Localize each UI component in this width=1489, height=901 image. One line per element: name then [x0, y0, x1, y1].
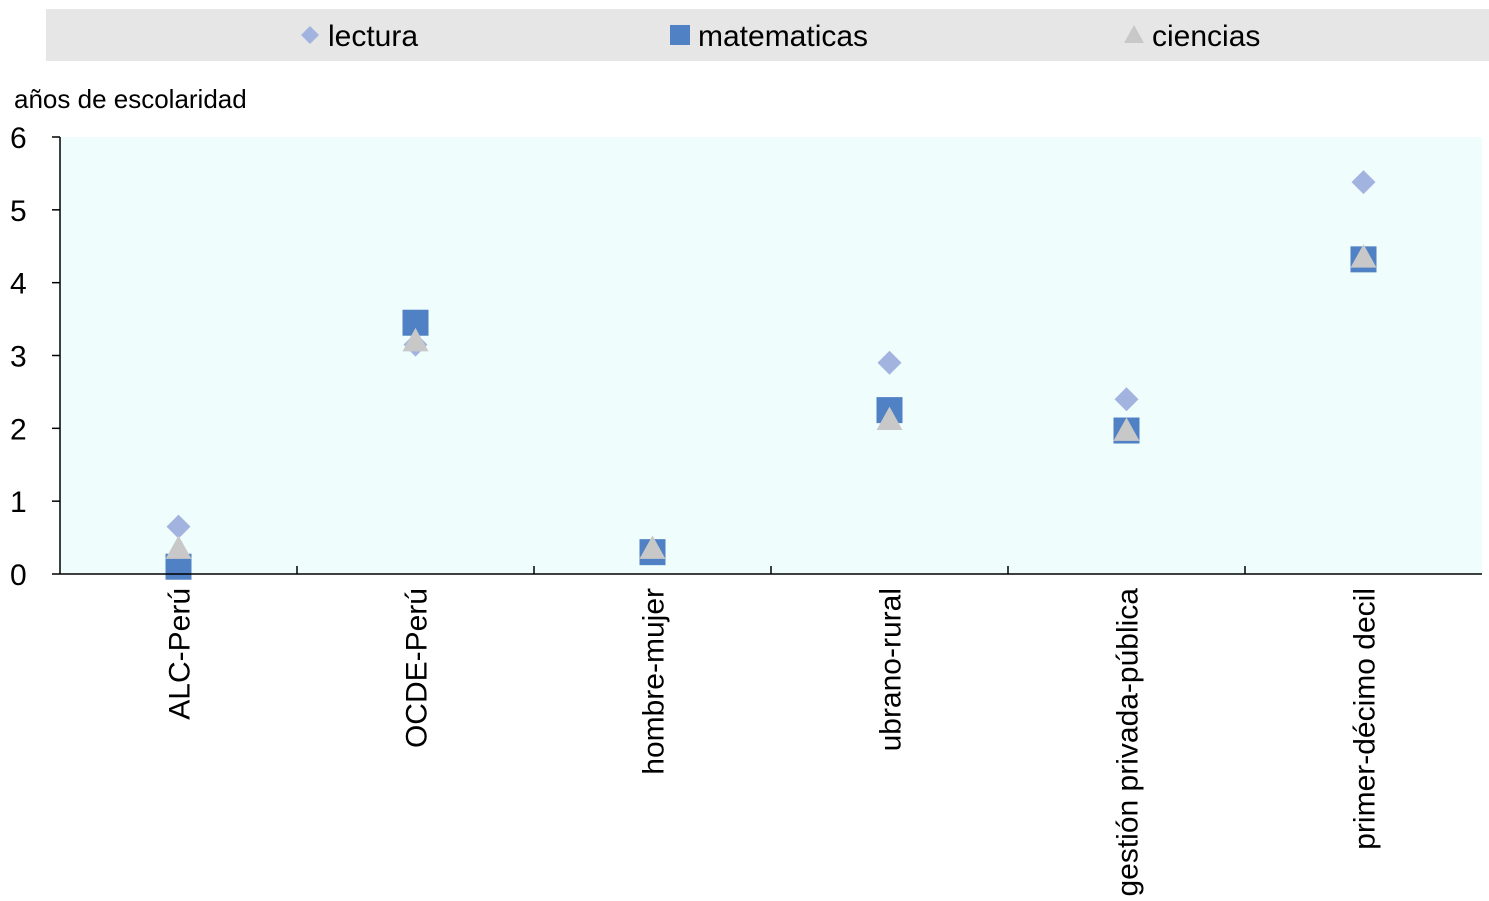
- ciencias-point: [639, 535, 666, 559]
- legend-label: matematicas: [698, 20, 868, 53]
- ciencias-point: [402, 327, 429, 352]
- x-category-label: primer-décimo decil: [1349, 588, 1382, 850]
- lectura-point: [1114, 387, 1139, 412]
- legend-diamond-icon: [301, 26, 319, 44]
- legend-label: lectura: [328, 20, 418, 53]
- data-points: [165, 170, 1377, 580]
- y-axis-label: años de escolaridad: [14, 84, 247, 114]
- y-tick-label: 3: [10, 341, 27, 374]
- legend-triangle-icon: [1124, 25, 1144, 43]
- legend-label: ciencias: [1152, 20, 1260, 53]
- legend-square-icon: [670, 25, 690, 45]
- lectura-point: [1351, 170, 1376, 195]
- y-tick-label: 1: [10, 486, 27, 519]
- x-category-label: hombre-mujer: [638, 588, 671, 775]
- ciencias-point: [165, 535, 192, 559]
- ciencias-point: [1113, 417, 1140, 441]
- ciencias-point: [1350, 244, 1377, 268]
- y-axis-ticks: 0 1 2 3 4 5 6: [10, 122, 60, 592]
- y-tick-label: 6: [10, 122, 27, 155]
- lectura-point: [877, 350, 902, 375]
- y-tick-label: 2: [10, 413, 27, 446]
- x-category-label: ALC-Perú: [164, 588, 197, 720]
- lectura-point: [166, 514, 191, 539]
- x-category-label: OCDE-Perú: [401, 588, 434, 748]
- plot-area: [60, 137, 1482, 574]
- legend-background: [46, 9, 1489, 61]
- x-axis-category-labels: ALC-Perú OCDE-Perú hombre-mujer ubrano-rura…: [164, 566, 1382, 897]
- y-tick-label: 0: [10, 559, 27, 592]
- x-category-label: ubrano-rural: [875, 588, 908, 751]
- ciencias-point: [876, 406, 903, 430]
- x-category-label: gestión privada-pública: [1112, 588, 1145, 897]
- legend: lectura matematicas ciencias: [301, 20, 1260, 53]
- y-tick-label: 4: [10, 268, 27, 301]
- y-tick-label: 5: [10, 195, 27, 228]
